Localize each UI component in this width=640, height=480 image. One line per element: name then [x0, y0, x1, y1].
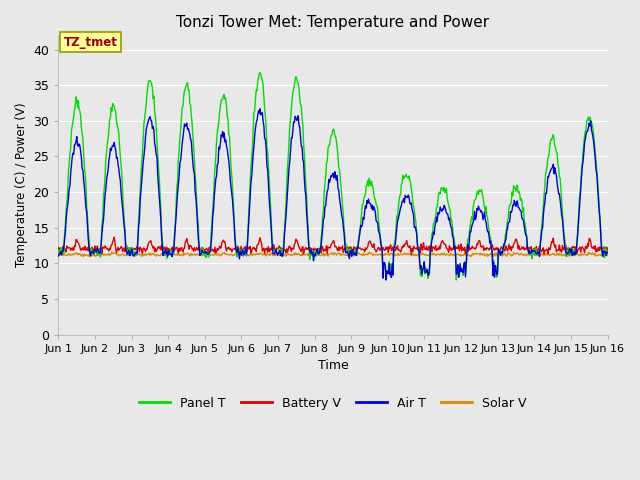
Panel T: [401, 174, 408, 180]
Battery V: [401, 243, 408, 249]
Solar V: [604, 252, 611, 258]
Panel T: [206, 248, 214, 254]
Solar V: [401, 251, 408, 256]
Air T: [382, 277, 390, 283]
Solar V: [65, 251, 72, 257]
Solar V: [416, 254, 424, 260]
Air T: [417, 263, 425, 269]
Line: Panel T: Panel T: [58, 72, 607, 280]
Air T: [256, 106, 264, 112]
Air T: [121, 229, 129, 235]
Panel T: [417, 273, 424, 278]
Title: Tonzi Tower Met: Temperature and Power: Tonzi Tower Met: Temperature and Power: [177, 15, 490, 30]
Solar V: [417, 252, 425, 257]
Air T: [604, 250, 611, 256]
Panel T: [65, 170, 72, 176]
Panel T: [121, 226, 129, 231]
Battery V: [122, 247, 129, 253]
Line: Air T: Air T: [58, 109, 607, 280]
Panel T: [256, 70, 264, 75]
Battery V: [54, 245, 62, 251]
Battery V: [417, 241, 425, 247]
Legend: Panel T, Battery V, Air T, Solar V: Panel T, Battery V, Air T, Solar V: [134, 392, 532, 415]
Solar V: [207, 252, 214, 258]
Air T: [206, 249, 214, 255]
Air T: [177, 157, 184, 163]
Panel T: [604, 249, 611, 255]
Battery V: [65, 245, 72, 251]
Battery V: [604, 247, 611, 253]
Panel T: [54, 249, 62, 255]
Line: Solar V: Solar V: [58, 252, 607, 257]
Air T: [401, 192, 409, 198]
Battery V: [110, 234, 118, 240]
Text: TZ_tmet: TZ_tmet: [64, 36, 118, 49]
Solar V: [177, 252, 185, 258]
Air T: [65, 196, 72, 202]
Air T: [54, 253, 62, 259]
X-axis label: Time: Time: [317, 359, 348, 372]
Solar V: [54, 252, 62, 258]
Solar V: [122, 252, 129, 258]
Battery V: [408, 252, 415, 258]
Y-axis label: Temperature (C) / Power (V): Temperature (C) / Power (V): [15, 103, 28, 267]
Panel T: [452, 277, 460, 283]
Line: Battery V: Battery V: [58, 237, 607, 255]
Battery V: [207, 246, 214, 252]
Solar V: [108, 249, 116, 255]
Panel T: [177, 127, 184, 133]
Battery V: [177, 245, 185, 251]
